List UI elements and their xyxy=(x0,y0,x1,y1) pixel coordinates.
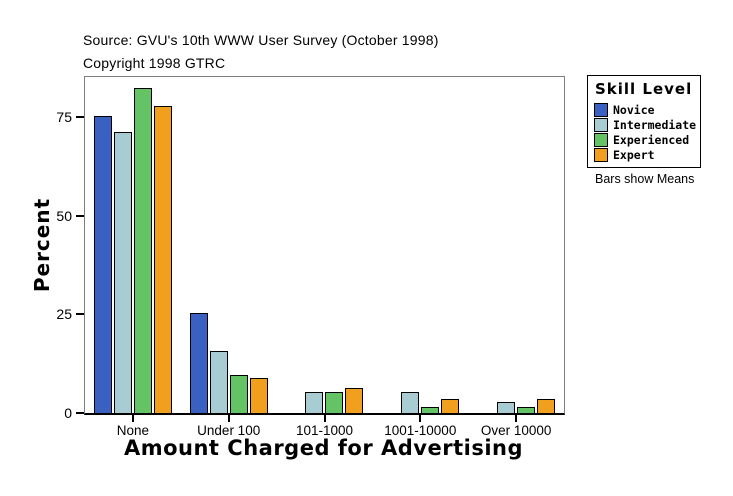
legend-item: Intermediate xyxy=(594,117,697,132)
bar-slot xyxy=(113,132,132,413)
x-category-label: 1001-10000 xyxy=(384,423,457,438)
bar-experienced xyxy=(229,375,248,413)
legend-items: Novice Intermediate Experienced Expert xyxy=(594,102,697,162)
legend-item: Novice xyxy=(594,102,695,117)
x-tick xyxy=(323,415,326,422)
bar-intermediate xyxy=(497,402,516,413)
x-category-label: Over 10000 xyxy=(480,423,552,438)
x-tick xyxy=(419,415,422,422)
bar-expert xyxy=(345,388,364,413)
x-tick xyxy=(515,415,518,422)
legend-swatch-intermediate xyxy=(594,117,608,132)
bar-intermediate xyxy=(113,132,132,413)
bar-slot xyxy=(497,402,516,413)
bar-intermediate xyxy=(209,351,228,413)
source-caption: Source: GVU's 10th WWW User Survey (Octo… xyxy=(83,32,439,48)
y-tick-label: 50 xyxy=(56,207,72,224)
bar-slot xyxy=(517,407,536,413)
legend-swatch-expert xyxy=(594,147,608,162)
bar-experienced xyxy=(421,407,440,413)
x-tick xyxy=(227,415,230,422)
bar-experienced xyxy=(133,88,152,413)
bar-slot xyxy=(441,399,460,413)
copyright-caption: Copyright 1998 GTRC xyxy=(83,55,226,71)
bar-slot xyxy=(209,351,228,413)
x-category-label: None xyxy=(116,423,150,438)
bar-group xyxy=(181,77,277,413)
legend-title: Skill Level xyxy=(595,80,693,98)
legend-item-label: Intermediate xyxy=(613,117,697,132)
bar-slot xyxy=(401,392,420,413)
bar-slot xyxy=(345,388,364,413)
x-category-label: Under 100 xyxy=(197,423,261,438)
bar-expert xyxy=(537,399,556,413)
bar-slot xyxy=(229,375,248,413)
x-axis-title: Amount Charged for Advertising xyxy=(123,436,524,460)
plot-area: 0 25 50 75 None Under 100 101-1000 1001-10000 O… xyxy=(56,76,565,438)
bar-slot xyxy=(133,88,152,413)
y-tick-label: 25 xyxy=(56,306,72,323)
bar-slot xyxy=(305,392,324,413)
bar-expert xyxy=(153,106,172,413)
legend-note: Bars show Means xyxy=(595,172,695,186)
x-category-label: 101-1000 xyxy=(295,423,354,438)
legend-swatch-novice xyxy=(594,102,608,117)
legend-box: Skill Level Novice Intermediate Experience… xyxy=(587,75,701,168)
bar-slot xyxy=(249,378,268,413)
y-tick-label: 75 xyxy=(56,109,72,125)
bar-experienced xyxy=(517,407,536,413)
bar-slot xyxy=(153,106,172,413)
bar-slot xyxy=(189,313,208,413)
bar-experienced xyxy=(325,392,344,413)
legend-item-label: Novice xyxy=(613,102,655,117)
legend-item-label: Expert xyxy=(613,147,655,162)
y-tick xyxy=(76,116,84,118)
y-tick xyxy=(76,412,84,414)
bar-novice xyxy=(189,313,208,413)
y-tick xyxy=(76,214,84,217)
bar-slot xyxy=(421,407,440,413)
y-tick xyxy=(76,313,84,316)
legend-item: Experienced xyxy=(594,132,695,147)
bar-intermediate xyxy=(305,392,324,413)
bar-group xyxy=(372,77,468,413)
bar-group xyxy=(468,77,564,413)
bar-expert xyxy=(441,399,460,413)
bar-intermediate xyxy=(401,392,420,413)
y-tick-label: 0 xyxy=(64,405,72,421)
legend-swatch-experienced xyxy=(594,132,608,147)
legend-item: Expert xyxy=(594,147,695,162)
bar-slot xyxy=(325,392,344,413)
bar-slot xyxy=(93,116,112,413)
x-tick xyxy=(131,415,134,422)
bar-group xyxy=(85,77,181,413)
bar-group xyxy=(277,77,373,413)
bar-slot xyxy=(537,399,556,413)
bar-groups xyxy=(85,77,564,413)
legend-item-label: Experienced xyxy=(613,132,690,147)
bar-novice xyxy=(93,116,112,413)
bar-expert xyxy=(249,378,268,413)
